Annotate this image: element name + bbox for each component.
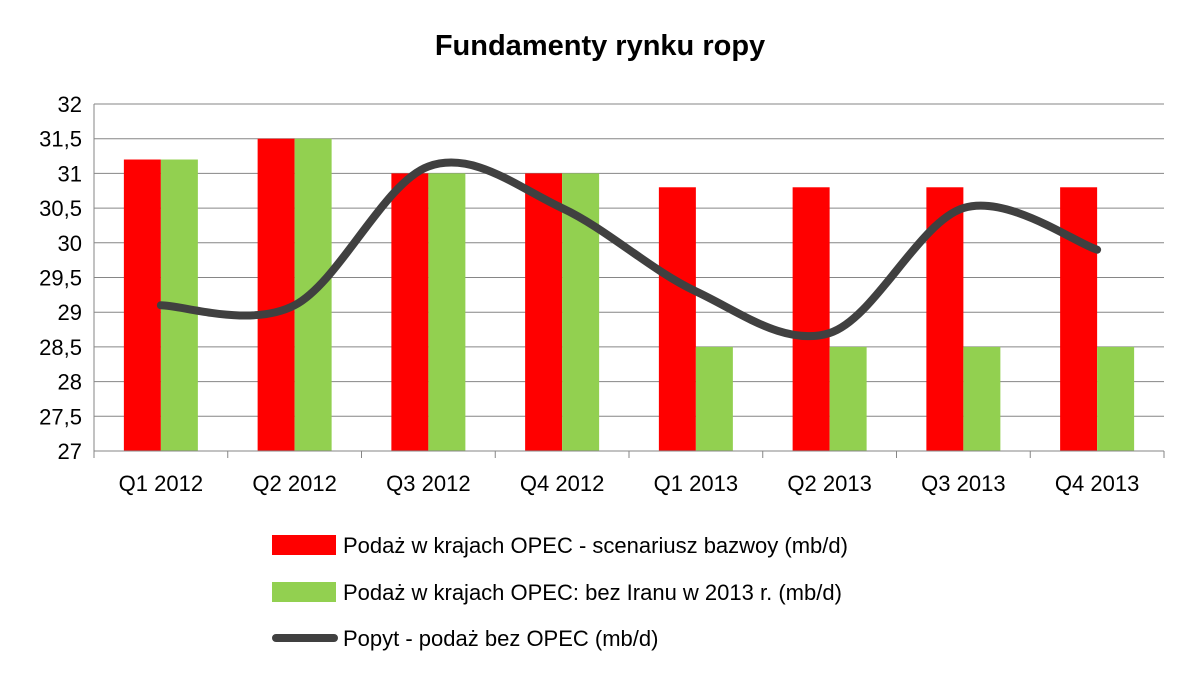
y-tick-label: 31,5 [39, 127, 82, 152]
bar-series-1 [123, 159, 161, 451]
bar-series-1 [1060, 187, 1098, 451]
bar-series-1 [257, 138, 295, 451]
bar-series-1 [658, 187, 696, 451]
legend-label-1: Podaż w krajach OPEC - scenariusz bazwoy… [343, 533, 848, 558]
y-tick-label: 27,5 [39, 404, 82, 429]
x-tick-label: Q4 2012 [520, 471, 604, 496]
legend-label-3: Popyt - podaż bez OPEC (mb/d) [343, 626, 658, 651]
y-tick-label: 29 [58, 300, 82, 325]
legend: Podaż w krajach OPEC - scenariusz bazwoy… [272, 533, 848, 651]
bar-series-2 [1097, 346, 1135, 451]
x-tick-label: Q3 2013 [921, 471, 1005, 496]
bar-series-1 [525, 173, 563, 451]
legend-swatch-1 [272, 535, 336, 555]
x-tick-label: Q3 2012 [386, 471, 470, 496]
legend-swatch-2 [272, 582, 336, 602]
bar-series-2 [829, 346, 867, 451]
x-axis-tick-labels: Q1 2012 Q2 2012 Q3 2012 Q4 2012 Q1 2013 Q2 20… [119, 471, 1140, 496]
axes [93, 104, 1165, 458]
bar-series-2 [695, 346, 733, 451]
y-tick-label: 27 [58, 439, 82, 464]
y-tick-label: 28,5 [39, 335, 82, 360]
gridlines [94, 103, 1164, 417]
line-series [156, 158, 1102, 341]
x-tick-label: Q4 2013 [1055, 471, 1139, 496]
bars [123, 138, 1135, 451]
y-tick-label: 31 [58, 161, 82, 186]
bar-series-2 [428, 173, 466, 451]
y-tick-label: 29,5 [39, 266, 82, 291]
x-tick-label: Q1 2012 [119, 471, 203, 496]
y-axis-tick-labels: 27 27,5 28 28,5 29 29,5 30 30,5 31 31,5 32 [39, 92, 82, 464]
y-tick-label: 30 [58, 231, 82, 256]
bar-series-1 [792, 187, 830, 451]
bar-series-1 [391, 173, 429, 451]
x-tick-label: Q1 2013 [654, 471, 738, 496]
y-tick-label: 28 [58, 370, 82, 395]
x-tick-label: Q2 2012 [252, 471, 336, 496]
demand-line [156, 158, 1102, 341]
y-tick-label: 30,5 [39, 196, 82, 221]
legend-label-2: Podaż w krajach OPEC: bez Iranu w 2013 r… [343, 580, 842, 605]
x-tick-label: Q2 2013 [787, 471, 871, 496]
bar-series-2 [963, 346, 1001, 451]
y-tick-label: 32 [58, 92, 82, 117]
chart-title: Fundamenty rynku ropy [435, 30, 765, 62]
